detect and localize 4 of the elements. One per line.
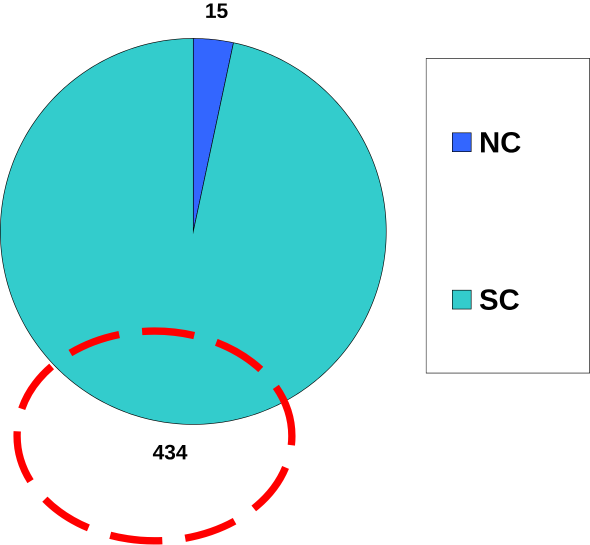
- data-label: 15: [206, 4, 228, 18]
- data-label: 434: [152, 444, 188, 460]
- legend-label: SC: [480, 290, 519, 310]
- legend-label: NC: [481, 132, 521, 153]
